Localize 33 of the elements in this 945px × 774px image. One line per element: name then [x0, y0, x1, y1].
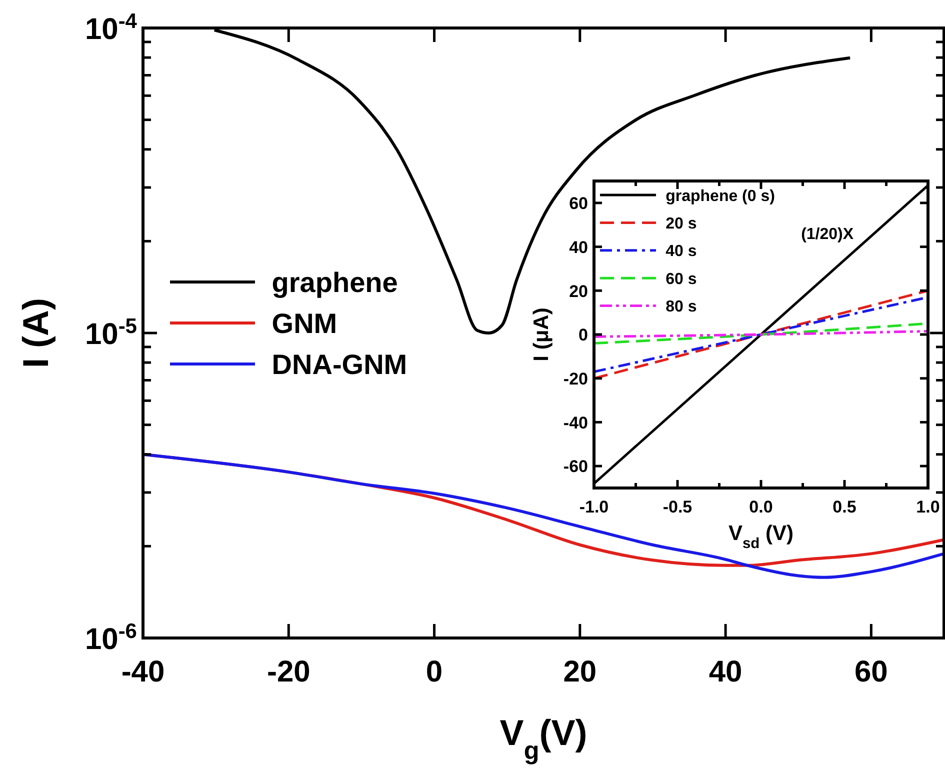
- y-tick-label: 40: [569, 238, 588, 257]
- legend-label: graphene: [272, 267, 398, 298]
- x-tick-label: -20: [266, 656, 310, 688]
- y-tick-label: -20: [563, 369, 588, 388]
- legend-label: GNM: [272, 308, 338, 340]
- y-tick-label: 0: [578, 326, 588, 345]
- y-tick-label: 10$^{-4}$: [84, 9, 138, 46]
- x-axis-title: V$_{g}$(V): [500, 712, 588, 765]
- legend-label: 40 s: [666, 243, 697, 260]
- y-tick-label: -40: [563, 413, 588, 432]
- x-tick-label: 0: [426, 656, 443, 688]
- x-tick-label: 0.0: [749, 498, 773, 517]
- legend-label: 20 s: [666, 215, 697, 232]
- y-axis-title: I (μA): [530, 308, 553, 362]
- y-axis-title: I (A): [15, 298, 56, 368]
- x-tick-label: -40: [121, 656, 165, 688]
- legend-label: DNA-GNM: [272, 349, 408, 380]
- x-axis-title: V$_{sd}$ (V): [728, 522, 794, 552]
- x-tick-label: -0.5: [662, 498, 692, 517]
- x-tick-label: -1.0: [579, 498, 609, 517]
- y-tick-label: -60: [563, 457, 588, 476]
- x-tick-label: 1.0: [916, 498, 940, 517]
- x-tick-label: 40: [708, 656, 742, 688]
- x-tick-label: 60: [854, 656, 888, 688]
- y-tick-label: 10$^{-6}$: [84, 619, 137, 656]
- y-tick-label: 60: [569, 194, 588, 214]
- y-tick-label: 10$^{-5}$: [84, 314, 138, 351]
- y-tick-label: 20: [569, 282, 588, 301]
- annotation: (1/20)X: [801, 226, 854, 243]
- x-tick-label: 0.5: [832, 498, 856, 517]
- legend-label: 60 s: [666, 270, 697, 288]
- legend-label: 80 s: [666, 298, 697, 316]
- legend-label: graphene (0 s): [666, 188, 775, 205]
